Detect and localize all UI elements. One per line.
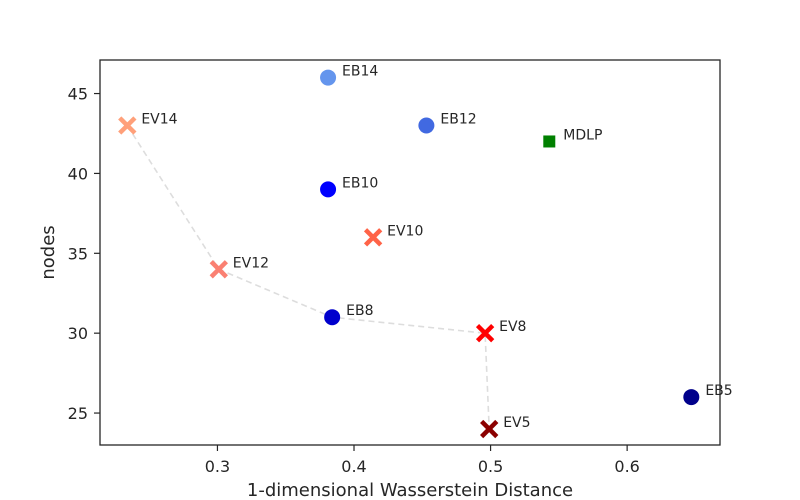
x-tick-label: 0.6 bbox=[614, 457, 639, 476]
pareto-line bbox=[126, 125, 490, 430]
point-ev5 bbox=[480, 419, 499, 439]
y-tick-label: 25 bbox=[68, 404, 88, 423]
y-axis-ticks: 25 30 35 40 45 bbox=[68, 85, 100, 423]
point-eb8 bbox=[324, 309, 341, 326]
y-axis-title: nodes bbox=[38, 225, 59, 279]
y-tick-label: 45 bbox=[68, 85, 88, 104]
point-label-eb14: EB14 bbox=[342, 64, 378, 80]
point-label-eb5: EB5 bbox=[705, 383, 732, 399]
x-tick-label: 0.3 bbox=[205, 457, 230, 476]
point-eb14 bbox=[320, 69, 337, 86]
point-label-eb10: EB10 bbox=[342, 175, 378, 191]
x-tick-label: 0.4 bbox=[341, 457, 366, 476]
point-eb5 bbox=[683, 389, 700, 406]
point-ev10 bbox=[363, 228, 383, 247]
y-tick-label: 35 bbox=[68, 244, 88, 263]
x-axis-ticks: 0.3 0.4 0.5 0.6 bbox=[205, 445, 640, 476]
point-ev12 bbox=[209, 260, 228, 279]
point-eb12 bbox=[418, 117, 435, 134]
point-mdlp bbox=[543, 135, 556, 148]
y-tick-label: 30 bbox=[68, 324, 88, 343]
point-label-ev5: EV5 bbox=[503, 415, 530, 431]
pareto-line-layer bbox=[126, 125, 490, 430]
data-points-layer bbox=[118, 69, 700, 439]
x-tick-label: 0.5 bbox=[478, 457, 503, 476]
y-tick-label: 40 bbox=[68, 164, 88, 183]
point-label-eb8: EB8 bbox=[346, 303, 373, 319]
plot-frame bbox=[99, 59, 721, 446]
point-ev14 bbox=[118, 116, 137, 135]
point-label-eb12: EB12 bbox=[440, 111, 476, 127]
point-label-ev14: EV14 bbox=[141, 111, 177, 127]
x-axis-title: 1-dimensional Wasserstein Distance bbox=[247, 480, 573, 500]
point-ev8 bbox=[475, 323, 495, 343]
point-labels-layer: EB14 EB12 EB10 EB8 EB5 EV14 EV12 EV10 EV8 EV5 MDLP bbox=[141, 64, 732, 431]
point-label-ev12: EV12 bbox=[233, 255, 269, 271]
point-eb10 bbox=[320, 181, 337, 198]
point-label-mdlp: MDLP bbox=[563, 127, 602, 143]
point-label-ev8: EV8 bbox=[499, 319, 526, 335]
point-label-ev10: EV10 bbox=[387, 223, 423, 239]
